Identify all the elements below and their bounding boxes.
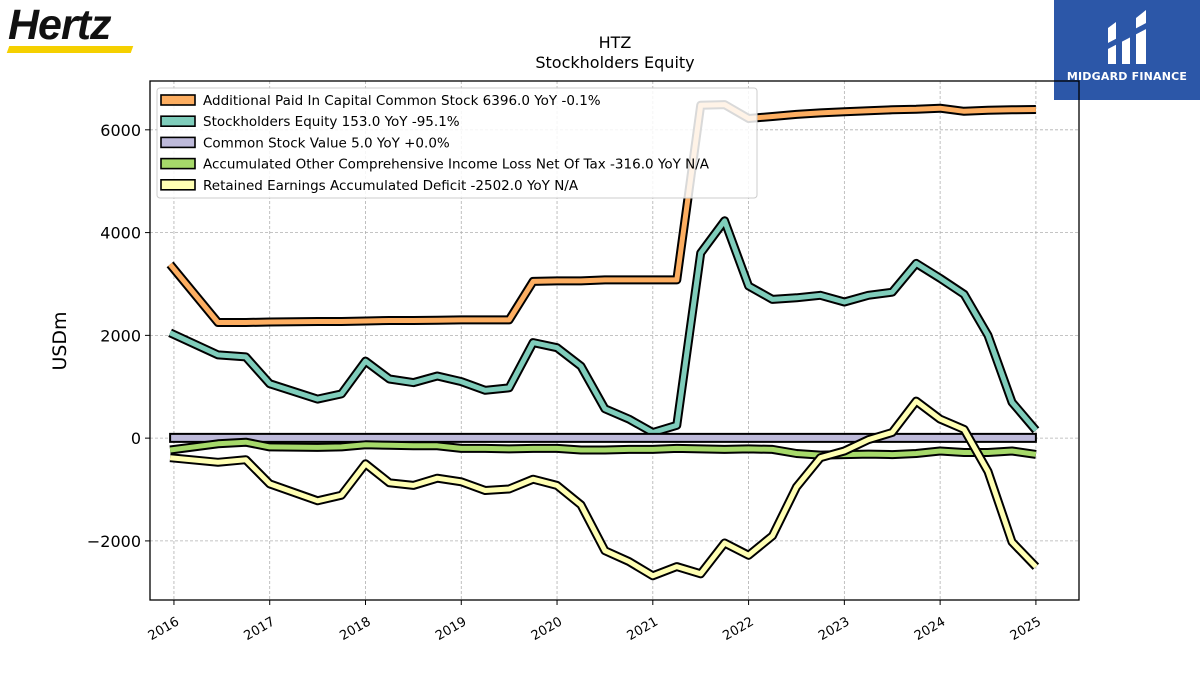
chart-title: HTZ [599,33,632,52]
legend: Additional Paid In Capital Common Stock … [156,87,758,199]
series-line-retained-earnings-accumulated-deficit [169,396,1040,581]
series-line-additional-paid-in-capital-common-stock [166,100,1036,327]
x-tick-label: 2022 [720,614,756,644]
x-tick-label: 2023 [816,614,852,644]
series-layer [166,100,1040,581]
axis-ticks: −2000 0 2000 4000 6000 2016 2017 2018 2019 2020 20… [87,121,1044,644]
midgard-logo-text: MIDGARD FINANCE [1066,70,1188,83]
legend-entry: Stockholders Equity 153.0 YoY -95.1% [203,114,460,130]
x-tick-label: 2019 [433,614,469,644]
series-stroke [169,218,1038,435]
legend-entry: Accumulated Other Comprehensive Income L… [203,157,710,173]
x-tick-label: 2025 [1008,614,1044,644]
series-line-stockholders-equity [168,216,1040,437]
hertz-logo-text: Hertz [8,1,112,49]
legend-swatch [160,94,196,106]
y-tick-label: 0 [131,429,141,448]
x-tick-label: 2024 [912,614,948,644]
legend-box [156,87,758,199]
y-axis-label: USDm [49,311,71,370]
chart-subtitle: Stockholders Equity [535,53,694,72]
x-tick-label: 2018 [337,614,373,644]
series-stroke [168,102,1036,325]
legend-swatch [160,115,196,127]
series-stroke [169,439,1037,458]
y-tick-label: 6000 [100,121,141,140]
hertz-logo: Hertz [6,2,136,54]
plot-frame [149,80,1080,601]
x-tick-label: 2017 [242,614,278,644]
x-tick-label: 2020 [529,614,565,644]
legend-entry: Additional Paid In Capital Common Stock … [203,93,601,109]
series-line-common-stock-value [169,432,1037,443]
y-tick-label: 4000 [100,224,141,243]
legend-entry: Retained Earnings Accumulated Deficit -2… [203,178,579,194]
y-tick-label: −2000 [87,532,141,551]
series-stroke [169,398,1038,579]
legend-swatch [160,136,196,149]
midgard-emblem-icon [1106,10,1148,64]
x-tick-label: 2021 [625,614,661,644]
legend-swatch [160,179,196,191]
legend-entry: Common Stock Value 5.0 YoY +0.0% [203,135,450,151]
x-tick-label: 2016 [146,614,182,644]
y-tick-label: 2000 [100,326,141,345]
legend-swatch [160,157,196,170]
midgard-finance-logo: MIDGARD FINANCE [1054,0,1200,100]
series-line-accumulated-other-comprehensive-income-loss-net-of-tax [169,437,1037,460]
